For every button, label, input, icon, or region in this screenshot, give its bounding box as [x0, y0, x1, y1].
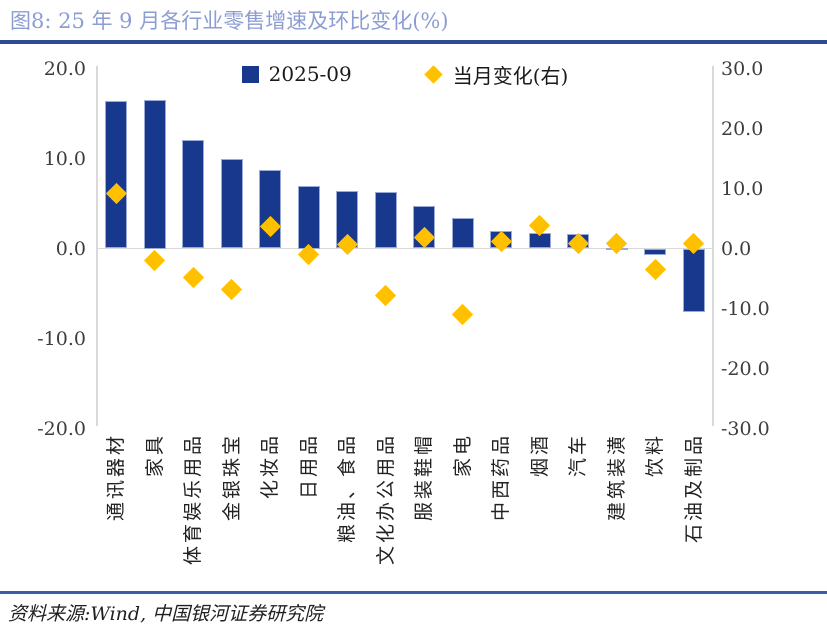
- x-axis-label-饮料: 饮料: [644, 433, 667, 478]
- bar-家电: [451, 217, 474, 249]
- bar-体育娱乐用品: [182, 139, 205, 249]
- left-axis-tick: -10.0: [37, 327, 86, 350]
- x-axis-label-体育娱乐用品: 体育娱乐用品: [182, 433, 205, 566]
- right-axis-tick: -10.0: [721, 297, 770, 320]
- bar-饮料: [644, 248, 667, 255]
- legend-diamond-swatch-icon: [424, 64, 443, 84]
- change-diamond-金银珠宝: [221, 279, 243, 301]
- legend-item-bars: 2025-09: [241, 62, 352, 86]
- x-axis-label-汽车: 汽车: [567, 433, 590, 478]
- x-axis-label-石油及制品: 石油及制品: [682, 433, 705, 544]
- x-axis-label-通讯器材: 通讯器材: [105, 433, 128, 522]
- bar-文化办公用品: [374, 191, 397, 249]
- legend-label: 2025-09: [268, 62, 352, 86]
- source-divider: [0, 591, 827, 594]
- right-axis-tick: 10.0: [721, 177, 764, 200]
- right-axis-tick: -20.0: [721, 357, 770, 380]
- left-axis-line: [96, 66, 98, 426]
- bar-金银珠宝: [220, 159, 243, 249]
- bar-石油及制品: [682, 248, 705, 312]
- change-diamond-饮料: [644, 258, 666, 281]
- right-axis-line: [712, 66, 714, 426]
- x-axis-label-建筑装潢: 建筑装潢: [605, 433, 628, 522]
- x-axis-label-化妆品: 化妆品: [259, 433, 282, 500]
- x-axis-label-家具: 家具: [143, 433, 166, 478]
- bar-通讯器材: [105, 100, 128, 249]
- zero-line: [97, 247, 713, 250]
- figure-title: 图8: 25 年 9 月各行业零售增速及环比变化(%): [10, 9, 449, 33]
- x-axis-label-日用品: 日用品: [297, 433, 320, 500]
- source-note: 资料来源:Wind, 中国银河证券研究院: [8, 603, 324, 625]
- change-diamond-文化办公用品: [375, 284, 397, 306]
- x-axis-label-服装鞋帽: 服装鞋帽: [413, 433, 436, 522]
- title-divider: [0, 40, 827, 44]
- change-diamond-体育娱乐用品: [182, 267, 204, 289]
- x-axis-label-粮油、食品: 粮油、食品: [336, 433, 359, 544]
- left-axis-tick: -20.0: [37, 417, 86, 440]
- chart-legend: 2025-09 当月变化(右): [97, 60, 713, 88]
- x-axis-label-文化办公用品: 文化办公用品: [374, 433, 397, 566]
- right-axis-tick: 30.0: [721, 57, 764, 80]
- right-axis-tick: -30.0: [721, 417, 770, 440]
- x-axis-label-烟酒: 烟酒: [528, 433, 551, 478]
- right-axis-tick: 20.0: [721, 117, 764, 140]
- left-axis-tick: 0.0: [55, 237, 86, 260]
- retail-growth-chart: 2025-09 当月变化(右) 20.0 10.0 0.0 -10.0 -20.0 30.0…: [37, 57, 770, 566]
- left-axis-tick: 20.0: [43, 57, 86, 80]
- bar-日用品: [297, 185, 320, 249]
- bar-家具: [143, 100, 166, 249]
- legend-label: 当月变化(右): [452, 63, 569, 88]
- change-diamond-家具: [144, 249, 166, 272]
- x-axis-label-中西药品: 中西药品: [490, 433, 513, 522]
- x-axis-label-金银珠宝: 金银珠宝: [220, 433, 243, 522]
- right-axis-tick: 0.0: [721, 237, 752, 260]
- change-diamond-家电: [452, 303, 474, 326]
- x-axis-label-家电: 家电: [451, 433, 474, 478]
- left-axis-tick: 10.0: [43, 147, 86, 170]
- legend-square-swatch-icon: [241, 65, 259, 83]
- change-diamond-建筑装潢: [606, 233, 628, 255]
- legend-item-diamonds: 当月变化(右): [424, 60, 569, 89]
